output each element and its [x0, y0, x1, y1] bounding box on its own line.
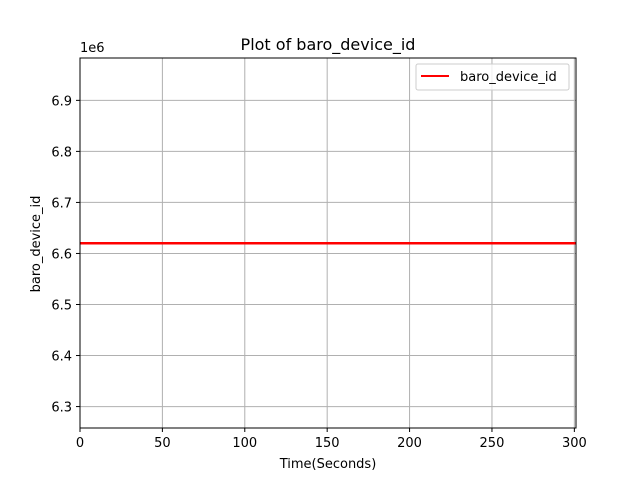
x-tick-label: 250 [480, 436, 505, 451]
x-tick-label: 150 [315, 436, 340, 451]
x-tick-label: 50 [154, 436, 171, 451]
y-axis-ticks: 6.3 6.4 6.5 6.6 6.7 6.8 6.9 [51, 94, 80, 416]
y-offset-label: 1e6 [80, 41, 105, 56]
x-tick-label: 100 [232, 436, 257, 451]
y-tick-label: 6.9 [51, 94, 72, 109]
y-tick-label: 6.7 [51, 196, 72, 211]
x-axis-ticks: 0 50 100 150 200 250 300 [76, 428, 587, 451]
y-tick-label: 6.3 [51, 401, 72, 416]
x-tick-label: 300 [562, 436, 587, 451]
y-tick-label: 6.4 [51, 350, 72, 365]
x-axis-label: Time(Seconds) [279, 457, 377, 472]
y-tick-label: 6.8 [51, 145, 72, 160]
legend-label: baro_device_id [460, 70, 557, 85]
y-axis-label: baro_device_id [29, 196, 44, 293]
x-tick-label: 0 [76, 436, 84, 451]
legend: baro_device_id [415, 63, 570, 91]
plot-frame [79, 57, 577, 429]
chart-title: Plot of baro_device_id [241, 35, 416, 55]
x-tick-label: 200 [397, 436, 422, 451]
y-tick-label: 6.6 [51, 247, 72, 262]
y-tick-label: 6.5 [51, 298, 72, 313]
legend-box [415, 63, 570, 91]
